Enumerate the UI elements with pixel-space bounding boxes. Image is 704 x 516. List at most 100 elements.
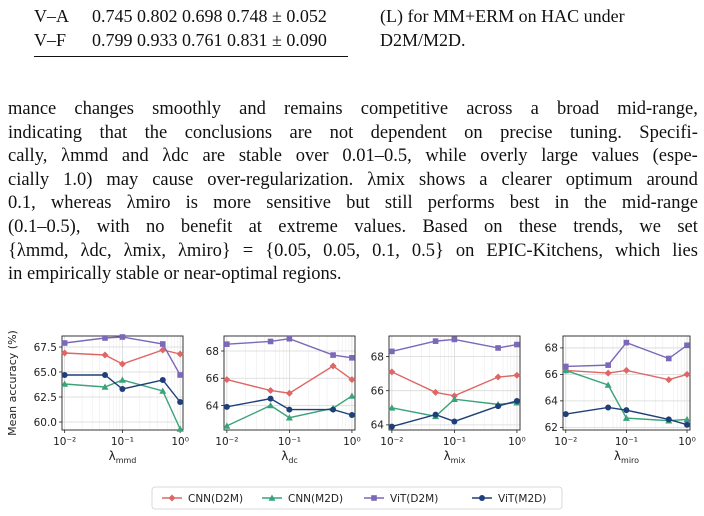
row-values: 0.745 0.802 0.698 0.748 ± 0.052 [92, 6, 327, 26]
paragraph-line: {λmmd, λdc, λmix, λmiro} = {0.05, 0.05, 0.1, 0.5… [8, 240, 698, 261]
y-tick-label: 68 [206, 346, 219, 358]
x-tick-label: 10⁰ [171, 436, 189, 448]
data-point [102, 372, 109, 378]
data-point [605, 404, 612, 411]
data-point [562, 363, 569, 370]
data-point [329, 362, 337, 370]
data-point [604, 381, 612, 388]
data-point [267, 386, 275, 394]
x-tick-label: 10⁻¹ [615, 436, 638, 448]
x-axis-label: λmmd [109, 449, 137, 465]
data-point [665, 376, 673, 384]
data-point [494, 373, 502, 381]
row-label: V–F [34, 30, 67, 50]
chart-panel: 64 66 68 10⁻² 10⁻¹ 10⁰ λmix [371, 335, 526, 465]
table-bottom-rule [34, 56, 348, 57]
table-caption: (L) for MM+ERM on HAC under D2M/M2D. [380, 4, 700, 52]
data-point [159, 387, 167, 394]
data-point [348, 392, 356, 399]
data-point [348, 376, 356, 384]
data-point [513, 371, 521, 379]
y-tick-label: 60.0 [34, 417, 57, 429]
data-point [605, 362, 611, 368]
data-point [495, 345, 501, 351]
y-tick-label: 68 [371, 351, 384, 363]
data-point [451, 418, 458, 425]
data-point [159, 341, 166, 347]
legend-label: ViT(M2D) [498, 493, 546, 505]
y-tick-label: 64 [206, 400, 220, 412]
body-paragraph: mance changes smoothly and remains competitiv… [8, 98, 698, 287]
data-point [118, 376, 126, 383]
x-tick-label: 10⁻¹ [443, 436, 466, 448]
data-point [102, 335, 108, 341]
data-point [224, 341, 230, 347]
data-point [388, 423, 395, 430]
data-point [61, 372, 68, 378]
data-point [61, 380, 69, 387]
data-point [267, 338, 274, 345]
paragraph-line: cially 1.0) may cause over-regularization. λm… [8, 169, 698, 190]
data-point [61, 349, 69, 357]
data-point [683, 415, 691, 423]
data-point [349, 354, 355, 361]
caption-line-1: (L) for MM+ERM on HAC under [380, 6, 625, 26]
data-point [665, 355, 672, 362]
data-point [451, 336, 458, 343]
data-point [119, 334, 126, 340]
table-row: V–F 0.799 0.933 0.761 0.831 ± 0.090 [34, 28, 348, 52]
sensitivity-figure: 60.0 62.5 65.0 67.5 10⁻² 10⁻¹ 10⁰ λmmd Mean accu… [6, 330, 696, 510]
paragraph-line: 0.1, whereas λmiro is more sensitive but still p… [8, 193, 698, 214]
paragraph-line: indicating that the conclusions are not depend… [8, 122, 698, 143]
paragraph-line: cally, λmmd and λdc are stable over 0.01–0.5, wh… [8, 146, 698, 167]
x-tick-label: 10⁰ [343, 436, 361, 448]
data-point [285, 389, 293, 397]
row-label: V–A [34, 6, 69, 26]
x-tick-label: 10⁰ [508, 436, 526, 448]
data-point [118, 360, 126, 368]
chart-panel: 64 66 68 10⁻² 10⁻¹ 10⁰ λdc [206, 335, 361, 465]
y-tick-label: 67.5 [34, 342, 57, 354]
data-point [623, 339, 630, 346]
legend-marker [268, 494, 276, 501]
data-point [101, 351, 109, 359]
data-point [267, 401, 275, 409]
y-tick-label: 62.5 [34, 392, 57, 404]
y-tick-label: 66 [371, 385, 385, 397]
x-axis-label: λmix [444, 449, 466, 465]
x-axis-label: λmiro [614, 449, 639, 465]
data-point [683, 370, 691, 378]
data-point [450, 395, 458, 403]
data-point [223, 422, 231, 429]
x-tick-label: 10⁻² [53, 436, 76, 448]
legend-box [151, 486, 563, 510]
x-tick-label: 10⁻² [380, 436, 403, 448]
data-point [514, 341, 520, 348]
data-point [267, 395, 274, 402]
data-point [432, 411, 439, 418]
legend-marker [371, 495, 377, 501]
y-tick-label: 64 [545, 396, 559, 408]
data-point [101, 383, 109, 390]
legend-label: CNN(M2D) [288, 493, 343, 505]
data-point [285, 414, 293, 421]
data-point [348, 412, 355, 419]
results-table: V–A 0.745 0.802 0.698 0.748 ± 0.052 V–F 0.… [34, 4, 348, 57]
table-row: V–A 0.745 0.802 0.698 0.748 ± 0.052 [34, 4, 348, 28]
caption-line-2: D2M/M2D. [380, 30, 466, 50]
data-point [286, 335, 293, 342]
data-point [623, 407, 630, 414]
paragraph-line: (0.1–0.5), with no benefit at extreme values. B… [8, 216, 698, 237]
data-point [604, 369, 612, 377]
data-point [286, 406, 293, 413]
paragraph-line: in empirically stable or near-optimal re… [8, 264, 342, 285]
data-point [513, 397, 520, 404]
data-point [684, 421, 691, 428]
x-tick-label: 10⁰ [678, 436, 696, 448]
data-point [223, 403, 230, 410]
y-tick-label: 66 [206, 373, 220, 385]
data-point [432, 388, 440, 396]
data-point [622, 366, 630, 374]
caption-line: (L) for MM+ERM on HAC under [380, 4, 700, 28]
legend-label: CNN(D2M) [188, 493, 243, 505]
